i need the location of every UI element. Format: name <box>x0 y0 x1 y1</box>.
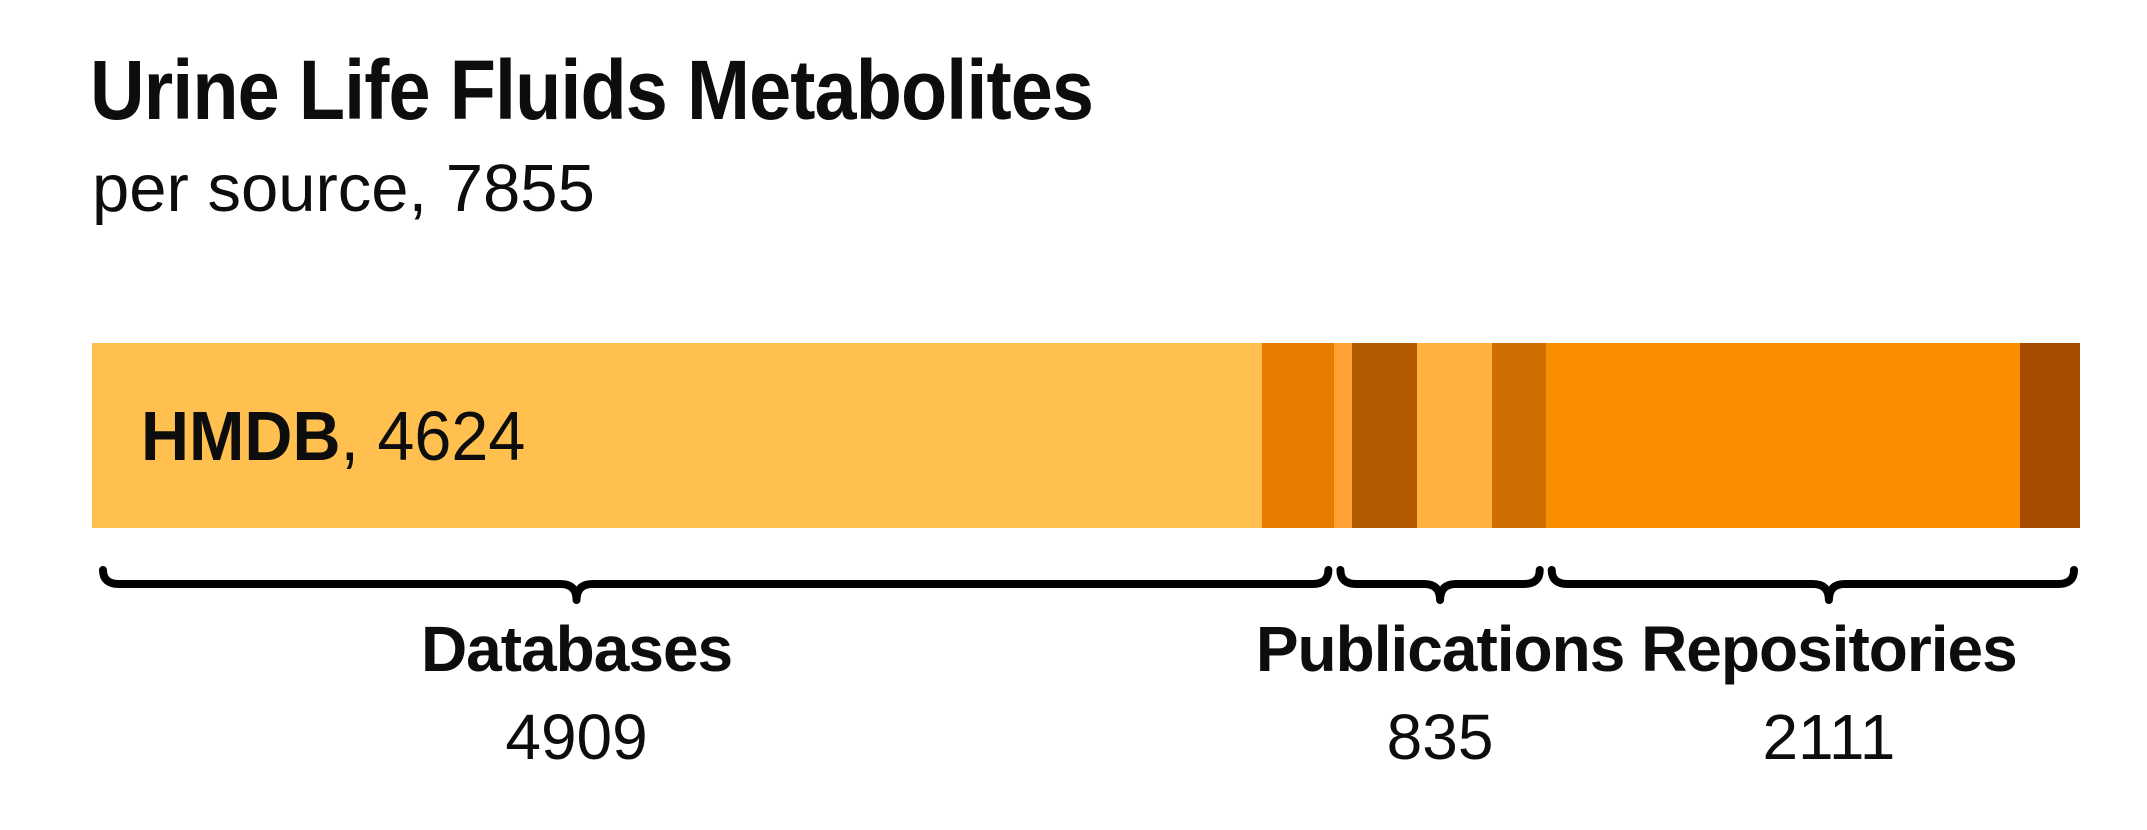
brace-publications <box>1336 566 1544 604</box>
stacked-bar <box>92 343 2080 528</box>
group-value-publications: 835 <box>1386 701 1494 773</box>
bar-label-hmdb-name: HMDB <box>141 396 341 475</box>
group-label-publications: Publications <box>1255 613 1625 685</box>
brace-repositories <box>1547 566 2078 604</box>
chart-subtitle: per source, 7855 <box>92 151 595 226</box>
group-label-databases: Databases <box>420 613 733 685</box>
bar-segment-4 <box>1352 343 1417 528</box>
bar-segment-7 <box>1545 343 2020 528</box>
bar-segment-2 <box>1262 343 1335 528</box>
brace-databases <box>99 566 1333 604</box>
chart-title: Urine Life Fluids Metabolites <box>90 43 1094 137</box>
group-label-repositories: Repositories <box>1641 613 2018 685</box>
group-value-repositories: 2111 <box>1762 701 1896 773</box>
bar-label-hmdb: HMDB, 4624 <box>141 343 525 528</box>
bar-segment-3 <box>1334 343 1353 528</box>
bar-segment-1-hmdb <box>92 343 1263 528</box>
group-value-databases: 4909 <box>505 701 648 773</box>
bar-segment-6 <box>1492 343 1546 528</box>
bar-segment-5 <box>1416 343 1493 528</box>
bar-segment-8 <box>2019 343 2080 528</box>
bar-label-hmdb-value: , 4624 <box>340 396 526 475</box>
